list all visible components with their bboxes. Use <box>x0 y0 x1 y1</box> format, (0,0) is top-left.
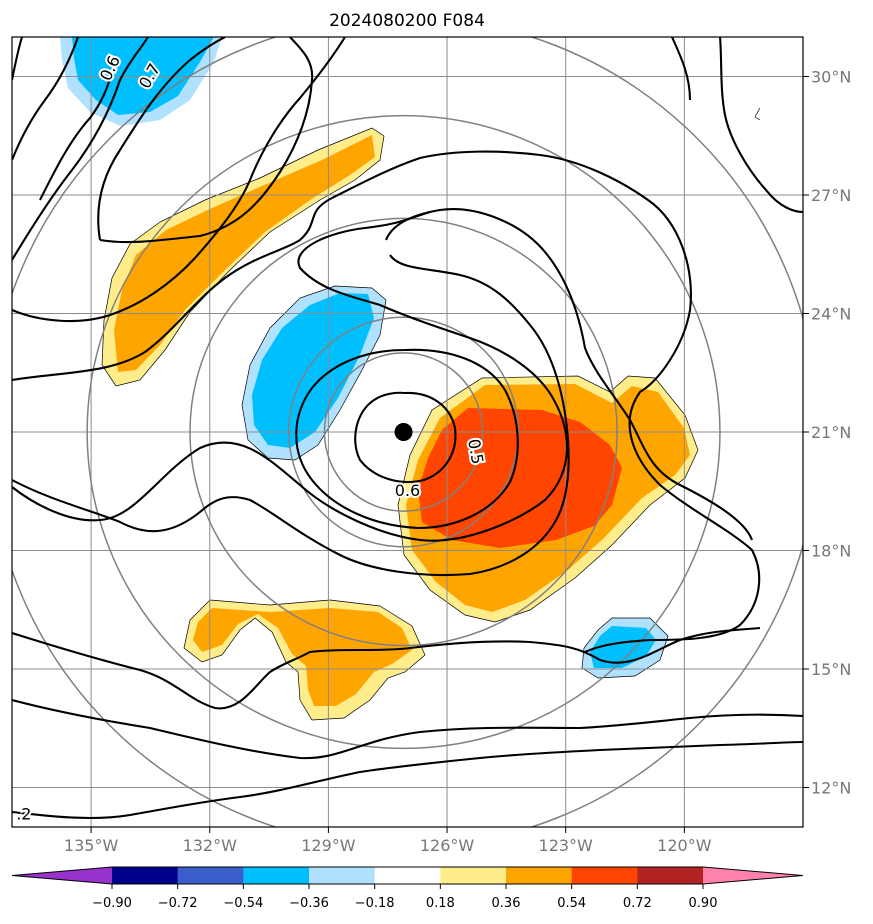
colorbar-seg-3 <box>309 867 376 884</box>
range-ring-2 <box>189 217 618 647</box>
colorbar-label-9: 0.90 <box>689 896 718 911</box>
contour-label-2: 0.5 <box>464 437 487 465</box>
contour-center-1 <box>354 391 457 484</box>
colorbar-label-3: −0.36 <box>289 896 329 911</box>
x-tick-label-0: 135°W <box>64 836 119 855</box>
neg-anomaly-center <box>252 293 374 448</box>
contour-0.5-east <box>12 254 570 577</box>
colorbar-label-7: 0.54 <box>557 896 586 911</box>
contour-label-halo-4: .2 <box>16 805 31 824</box>
pos-anomaly-nw-band <box>114 135 375 372</box>
y-tick-label-6: 12°N <box>811 779 851 798</box>
contour-0.6 <box>39 69 114 201</box>
contour-label-halo-3: 0.6 <box>395 481 420 500</box>
contour-inner-east <box>385 208 753 541</box>
colorbar-label-2: −0.54 <box>223 896 263 911</box>
contour-outer-east <box>12 150 761 653</box>
colorbar-seg-7 <box>571 867 638 884</box>
contour-nw-2 <box>12 37 149 261</box>
colorbar-ext-low <box>12 867 112 884</box>
contour-lines <box>12 37 803 820</box>
pos-anomaly-strong-east <box>418 408 622 548</box>
x-tick-label-1: 132°W <box>183 836 238 855</box>
contour-south-3 <box>12 740 803 820</box>
colorbar-label-8: 0.72 <box>623 896 652 911</box>
x-tick-label-5: 120°W <box>657 836 712 855</box>
x-tick-label-4: 123°W <box>539 836 594 855</box>
contour-nw-5 <box>99 37 314 244</box>
contour-nw-4 <box>12 37 24 81</box>
y-tick-label-4: 18°N <box>811 542 851 561</box>
y-tick-label-0: 30°N <box>811 68 851 87</box>
storm-center-marker <box>394 423 413 441</box>
anomaly-shading <box>60 37 698 720</box>
colorbar-label-0: −0.90 <box>92 896 132 911</box>
colorbar-seg-0 <box>112 867 179 884</box>
map-area: 0.60.6 0.70.70.50.50.60.6.2.2 <box>12 37 803 827</box>
x-axis-ticks: 135°W 132°W 129°W 126°W 123°W 120°W <box>64 827 712 855</box>
range-ring-0 <box>323 352 484 512</box>
contour-ne-1 <box>718 37 803 214</box>
colorbar-label-4: −0.18 <box>355 896 395 911</box>
colorbar-label-5: 0.18 <box>426 896 455 911</box>
contour-central-ring <box>12 210 568 542</box>
y-tick-label-2: 24°N <box>811 305 851 324</box>
colorbar-seg-1 <box>177 867 244 884</box>
y-axis-ticks: 30°N 27°N 24°N 21°N 18°N 15°N 12°N <box>803 68 851 798</box>
colorbar-seg-5 <box>440 867 507 884</box>
y-tick-label-5: 15°N <box>811 660 851 679</box>
y-tick-label-3: 21°N <box>811 423 851 442</box>
contour-south-2 <box>12 698 803 760</box>
colorbar-seg-2 <box>243 867 310 884</box>
colorbar: −0.90 −0.72 −0.54 −0.36 −0.18 0.18 0.36 0.54 0.7… <box>11 866 804 911</box>
contour-label-3: 0.6 <box>395 481 420 500</box>
colorbar-seg-4 <box>374 867 441 884</box>
contour-south-1 <box>12 626 761 710</box>
pos-anomaly-south <box>193 608 412 706</box>
range-ring-3 <box>86 114 721 750</box>
y-tick-label-1: 27°N <box>811 186 851 205</box>
x-tick-label-3: 126°W <box>420 836 475 855</box>
colorbar-ext-high <box>703 867 803 884</box>
chart-title: 2024080200 F084 <box>329 11 485 31</box>
colorbar-seg-8 <box>637 867 704 884</box>
contour-ne-2 <box>671 37 692 101</box>
colorbar-label-1: −0.72 <box>158 896 198 911</box>
contour-center-2 <box>295 348 519 530</box>
colorbar-seg-6 <box>506 867 573 884</box>
contour-label-4: .2 <box>16 805 31 824</box>
x-tick-label-2: 129°W <box>301 836 356 855</box>
colorbar-label-6: 0.36 <box>492 896 521 911</box>
contour-0.7 <box>97 37 226 241</box>
contour-nw-3 <box>12 37 79 161</box>
